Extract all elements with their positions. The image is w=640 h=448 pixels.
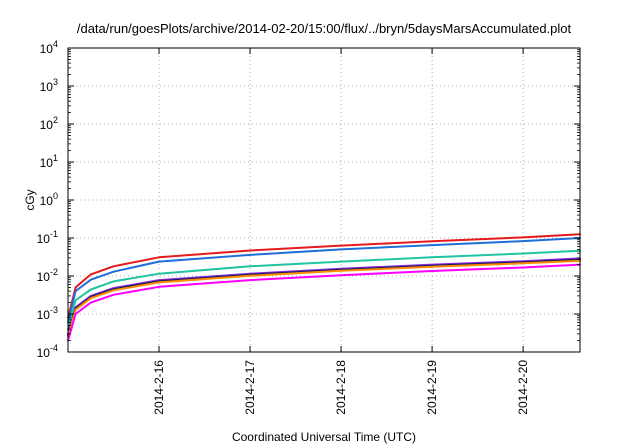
- series-lines: [67, 233, 581, 342]
- series-line: [67, 237, 581, 324]
- x-tick-label: 2014-2-19: [425, 360, 439, 415]
- plot-frame: [67, 47, 581, 353]
- y-tick-label: 103: [40, 77, 58, 94]
- y-tick-label: 10-3: [37, 305, 58, 322]
- grid-lines: [68, 48, 580, 352]
- x-tick-label: 2014-2-18: [334, 360, 348, 415]
- x-tick-label: 2014-2-20: [516, 360, 530, 415]
- y-tick-label: 10-1: [37, 229, 58, 246]
- series-line: [67, 249, 581, 331]
- x-axis-ticks: 2014-2-16 2014-2-17 2014-2-18 2014-2-19 2014…: [152, 48, 530, 415]
- y-tick-label: 10-2: [37, 267, 58, 284]
- series-line: [67, 233, 581, 319]
- y-tick-label: 10-4: [37, 343, 58, 360]
- y-tick-label: 102: [40, 115, 58, 132]
- chart-title: /data/run/goesPlots/archive/2014-02-20/1…: [77, 21, 572, 36]
- series-line: [67, 263, 581, 342]
- x-tick-label: 2014-2-17: [243, 360, 257, 415]
- y-tick-label: 100: [40, 191, 58, 208]
- y-axis-ticks: 10-4 10-3 10-2 10-1 100 101 102 103 104: [37, 39, 580, 360]
- y-axis-label: cGy: [23, 189, 37, 210]
- series-line: [67, 259, 581, 338]
- y-tick-label: 101: [40, 153, 58, 170]
- y-tick-label: 104: [40, 39, 58, 56]
- x-tick-label: 2014-2-16: [152, 360, 166, 415]
- x-axis-label: Coordinated Universal Time (UTC): [232, 430, 416, 444]
